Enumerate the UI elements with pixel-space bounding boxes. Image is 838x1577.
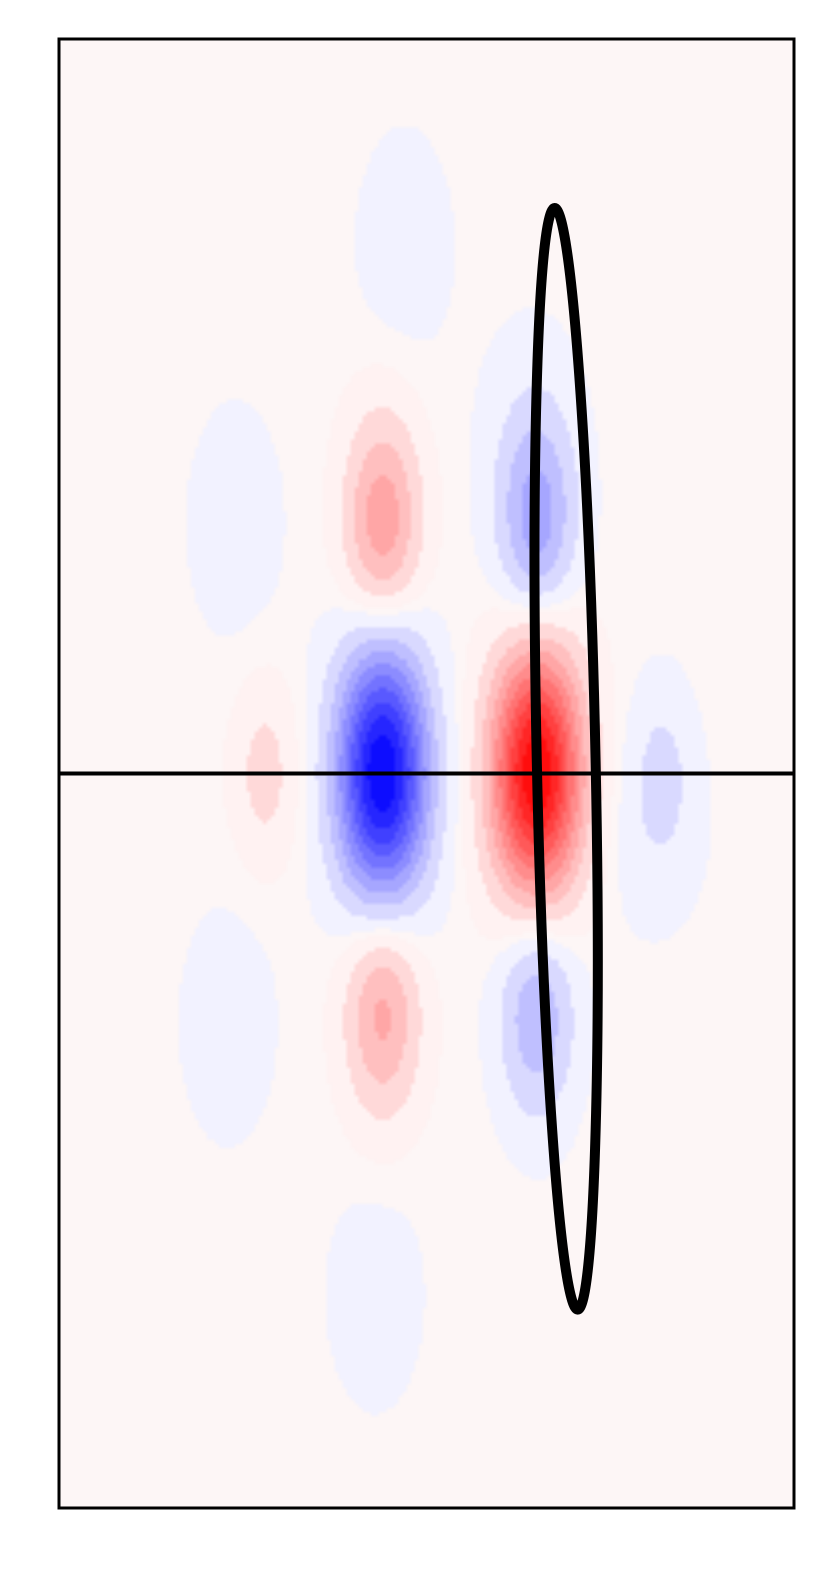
outline-ellipse	[529, 203, 603, 1315]
overlay-lines	[59, 203, 794, 1315]
plot-frame	[57, 37, 796, 1510]
